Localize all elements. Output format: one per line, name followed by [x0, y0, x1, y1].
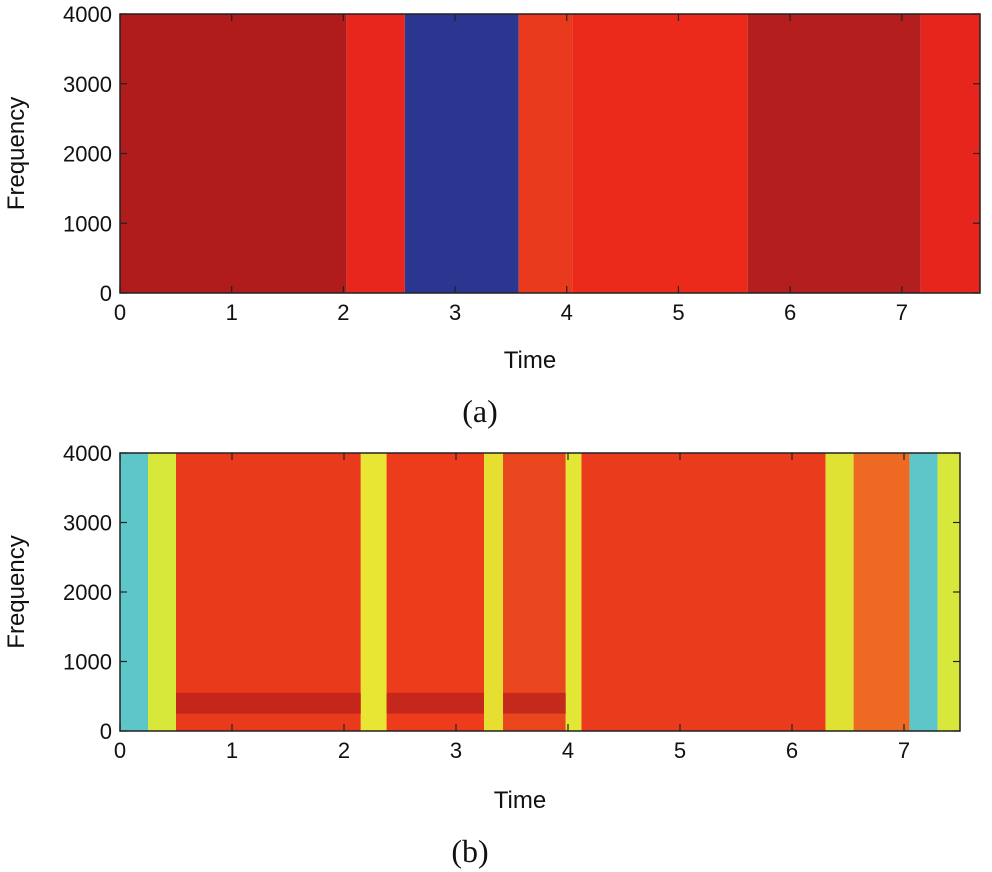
x-tick-label: 0 [114, 300, 126, 325]
spectrogram-segment [503, 453, 566, 731]
x-tick-label: 7 [896, 300, 908, 325]
x-tick-label: 7 [898, 738, 910, 763]
spectrogram-segment [148, 453, 176, 731]
y-tick-label: 0 [100, 719, 112, 744]
spectrogram-segment [386, 453, 484, 731]
spectrogram-segment [565, 453, 582, 731]
x-tick-label: 6 [784, 300, 796, 325]
y-tick-label: 2000 [63, 580, 112, 605]
x-tick-label: 3 [449, 300, 461, 325]
panel-caption: (a) [462, 393, 498, 429]
x-tick-label: 0 [114, 738, 126, 763]
y-tick-label: 4000 [63, 2, 112, 27]
y-tick-label: 4000 [63, 441, 112, 466]
spectrogram-panel-b: 0 1 2 3 4 5 6 7 0 1000 2000 3000 4000 Time Frequency (b… [3, 441, 961, 869]
x-tick-label: 2 [338, 738, 350, 763]
x-tick-label: 4 [561, 300, 573, 325]
panel-caption: (b) [451, 833, 488, 869]
low-frequency-band [386, 692, 484, 714]
spectrogram-segment [518, 14, 573, 293]
spectrogram-segment [853, 453, 910, 731]
x-tick-label: 6 [786, 738, 798, 763]
y-tick-label: 3000 [63, 72, 112, 97]
spectrogram-segment [572, 14, 748, 293]
x-tick-label: 5 [674, 738, 686, 763]
x-tick-label: 1 [226, 300, 238, 325]
y-tick-label: 2000 [63, 142, 112, 167]
spectrogram-segment [825, 453, 854, 731]
spectrogram-segment [747, 14, 921, 293]
low-frequency-band [503, 692, 566, 714]
spectrogram-segment [176, 453, 361, 731]
y-tick-label: 3000 [63, 511, 112, 536]
spectrogram-segment [581, 453, 826, 731]
spectrogram-segment [120, 14, 347, 293]
y-tick-label: 1000 [63, 650, 112, 675]
x-tick-label: 4 [562, 738, 574, 763]
x-tick-label: 2 [337, 300, 349, 325]
y-axis-title: Frequency [3, 97, 30, 210]
x-tick-label: 5 [672, 300, 684, 325]
x-tick-label: 3 [450, 738, 462, 763]
spectrogram-segment [484, 453, 504, 731]
spectrogram-segment [360, 453, 387, 731]
spectrogram-segment [404, 14, 519, 293]
low-frequency-band [176, 692, 361, 714]
x-tick-label: 1 [226, 738, 238, 763]
y-tick-label: 0 [100, 281, 112, 306]
spectrogram-panel-a: 0 1 2 3 4 5 6 7 0 1000 2000 3000 4000 Time Frequency (a… [3, 2, 981, 429]
y-tick-label: 1000 [63, 211, 112, 236]
x-axis-title: Time [494, 787, 546, 814]
spectrogram-segment [346, 14, 405, 293]
x-axis-title: Time [504, 347, 556, 374]
y-axis-title: Frequency [3, 535, 30, 648]
spectrogram-segment [920, 14, 980, 293]
spectrogram-segment [909, 453, 938, 731]
